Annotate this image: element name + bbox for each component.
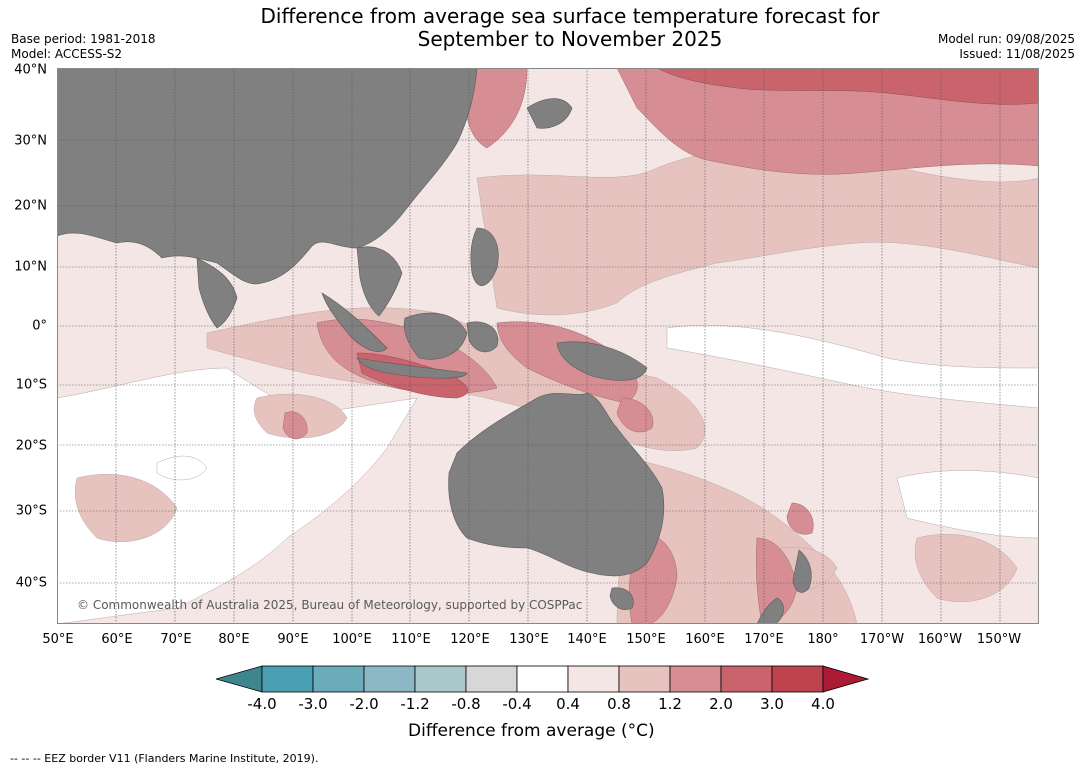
- lat-label-10s: 10°S: [15, 377, 47, 393]
- lon-label-170w: 170°W: [859, 632, 905, 647]
- colorbar-tick: -1.2: [400, 695, 430, 713]
- title-line-2: September to November 2025: [417, 27, 723, 51]
- base-period: Base period: 1981-2018: [11, 32, 156, 46]
- lon-label-120e: 120°E: [450, 632, 490, 647]
- lon-label-150w: 150°W: [976, 632, 1022, 647]
- lat-label-equator: 0°: [32, 318, 47, 334]
- colorbar-tick: -2.0: [349, 695, 379, 713]
- lon-label-50e: 50°E: [42, 632, 74, 647]
- lon-label-60e: 60°E: [101, 632, 133, 647]
- lat-label-40n: 40°N: [14, 62, 47, 78]
- colorbar-segment-11: [771, 665, 824, 693]
- colorbar-tick: 0.4: [556, 695, 580, 713]
- lon-label-130e: 130°E: [509, 632, 549, 647]
- colorbar-segment-5: [465, 665, 518, 693]
- colorbar-tick: 1.2: [658, 695, 682, 713]
- lat-label-20n: 20°N: [14, 198, 47, 214]
- lon-label-70e: 70°E: [160, 632, 192, 647]
- colorbar-tick: 0.8: [607, 695, 631, 713]
- colorbar-segment-3: [363, 665, 416, 693]
- colorbar-segment-1: [261, 665, 314, 693]
- model-run: Model run: 09/08/2025: [937, 32, 1075, 46]
- lat-label-10n: 10°N: [14, 259, 47, 275]
- lon-label-160w: 160°W: [917, 632, 963, 647]
- colorbar-tick: 4.0: [811, 695, 835, 713]
- gridlines: [57, 68, 1039, 624]
- meta-right: Model run: 09/08/2025 Issued: 11/08/2025: [938, 32, 1075, 62]
- colorbar-tick: -4.0: [247, 695, 277, 713]
- lat-label-30s: 30°S: [15, 503, 47, 519]
- lon-label-110e: 110°E: [391, 632, 431, 647]
- title-line-1: Difference from average sea surface temp…: [260, 4, 880, 28]
- colorbar-tick: -0.8: [451, 695, 481, 713]
- colorbar-tick: -3.0: [298, 695, 328, 713]
- colorbar-segment-7: [567, 665, 620, 693]
- lon-label-80e: 80°E: [218, 632, 250, 647]
- sst-anomaly-map[interactable]: [57, 68, 1039, 624]
- colorbar: [216, 665, 870, 693]
- colorbar-segment-10: [720, 665, 773, 693]
- lon-label-160e: 160°E: [685, 632, 725, 647]
- lat-label-20s: 20°S: [15, 438, 47, 454]
- lat-label-40s: 40°S: [15, 575, 47, 591]
- colorbar-segment-4: [414, 665, 467, 693]
- lon-label-180: 180°: [807, 632, 839, 647]
- issued-date: Issued: 11/08/2025: [959, 47, 1075, 61]
- meta-left: Base period: 1981-2018 Model: ACCESS-S2: [11, 32, 156, 62]
- anomaly-warm-regions: [282, 68, 1039, 624]
- model-name: Model: ACCESS-S2: [11, 47, 123, 61]
- lon-label-150e: 150°E: [626, 632, 666, 647]
- lat-label-30n: 30°N: [14, 133, 47, 149]
- lon-label-90e: 90°E: [277, 632, 309, 647]
- lon-label-140e: 140°E: [567, 632, 607, 647]
- colorbar-segment-max: [822, 665, 870, 693]
- colorbar-segment-9: [669, 665, 722, 693]
- colorbar-segment-min: [216, 665, 263, 693]
- map-title: Difference from average sea surface temp…: [0, 5, 1085, 51]
- colorbar-tick: -0.4: [502, 695, 532, 713]
- colorbar-segment-6: [516, 665, 569, 693]
- colorbar-segment-8: [618, 665, 671, 693]
- colorbar-tick: 2.0: [709, 695, 733, 713]
- lon-label-170e: 170°E: [744, 632, 784, 647]
- eez-border-note: -- -- -- EEZ border V11 (Flanders Marine…: [10, 752, 319, 765]
- colorbar-tick: 3.0: [760, 695, 784, 713]
- colorbar-label: Difference from average (°C): [408, 721, 655, 741]
- land-masses: [57, 68, 812, 624]
- colorbar-segment-2: [312, 665, 365, 693]
- lon-label-100e: 100°E: [332, 632, 372, 647]
- copyright-notice: © Commonwealth of Australia 2025, Bureau…: [77, 598, 583, 612]
